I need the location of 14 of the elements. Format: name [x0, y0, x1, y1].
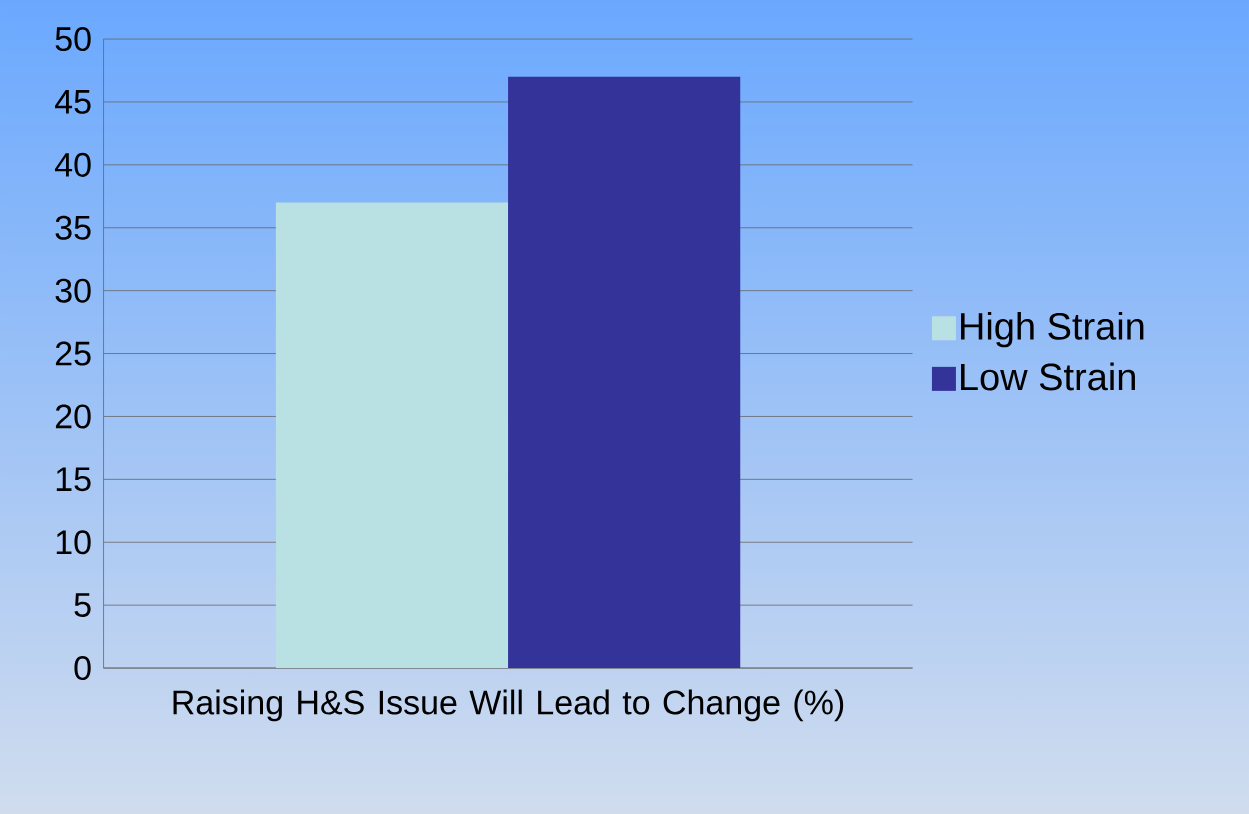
y-tick-label: 15 [56, 467, 91, 492]
y-tick-label: 10 [56, 530, 91, 555]
y-tick-label: 45 [54, 90, 91, 114]
y-tick-label: 30 [55, 278, 91, 303]
y-tick-label: 0 [74, 656, 91, 681]
legend-label: High Strain [961, 311, 1144, 348]
legend-label: Low Strain [961, 362, 1135, 391]
y-tick-label: 35 [55, 215, 91, 240]
y-tick-label: 5 [74, 593, 91, 618]
y-tick-label: 20 [55, 404, 91, 429]
y-tick-label: 50 [55, 27, 91, 52]
y-tick-label: 40 [54, 152, 91, 177]
y-tick-label: 25 [55, 341, 91, 366]
x-tick-label: Raising H&S Issue Will Lead to Change (%) [173, 689, 844, 722]
